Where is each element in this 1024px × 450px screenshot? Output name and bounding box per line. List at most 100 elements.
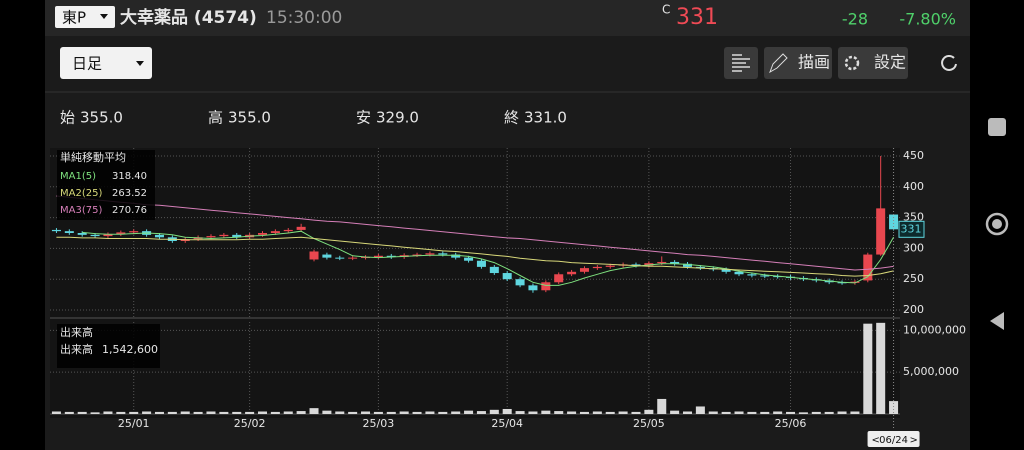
candle-body xyxy=(129,231,139,233)
ohlc-value: 355.0 xyxy=(228,109,271,127)
candle-body xyxy=(889,214,899,230)
volume-bar xyxy=(747,411,757,414)
x-tick-label: 25/06 xyxy=(775,417,807,430)
volume-bar xyxy=(631,411,641,414)
volume-bar xyxy=(129,411,139,414)
candle-body xyxy=(528,285,538,291)
bubble-arrow: < xyxy=(872,435,880,446)
draw-button[interactable] xyxy=(764,47,832,79)
volume-bar xyxy=(657,398,667,414)
exchange: 東P xyxy=(62,9,86,27)
volume-bar xyxy=(579,411,589,414)
legend-title: 単純移動平均 xyxy=(60,150,126,164)
ohlc-value: 331.0 xyxy=(524,109,567,127)
y-tick-label: 250 xyxy=(903,272,924,285)
volume-bar xyxy=(863,323,873,414)
volume-bar xyxy=(296,411,306,414)
candle-body xyxy=(348,257,358,259)
x-tick-label: 25/01 xyxy=(118,417,150,430)
legend-value: 318.40 xyxy=(112,171,147,182)
candle-body xyxy=(850,281,860,283)
candle-body xyxy=(64,231,74,233)
stock-name: 大幸薬品 (4574) xyxy=(120,7,257,28)
candle-body xyxy=(554,274,564,283)
ma-line xyxy=(82,230,895,286)
candle-body xyxy=(721,269,731,272)
volume-bar xyxy=(283,411,293,414)
volume-bar xyxy=(824,411,834,414)
nav-recent[interactable] xyxy=(988,118,1006,136)
legend-name: MA1(5) xyxy=(60,171,96,182)
ohlc-row: 始 355.0 高 355.0 安 329.0 終 331.0 xyxy=(60,109,567,127)
volume-bar xyxy=(206,411,216,414)
candle-body xyxy=(232,234,242,238)
candle-body xyxy=(631,264,641,266)
chart-area xyxy=(50,148,900,418)
flag: C xyxy=(662,3,670,17)
legend-box xyxy=(57,150,155,220)
volume-bar xyxy=(850,411,860,414)
volume-name: 出来高 xyxy=(60,342,93,356)
exchange-select[interactable] xyxy=(55,6,115,28)
settings-button[interactable] xyxy=(838,47,908,79)
period: 日足 xyxy=(72,55,102,73)
draw-label: 描画 xyxy=(798,53,830,72)
nav-home[interactable] xyxy=(985,212,1009,236)
nav-home-dot xyxy=(992,219,1002,229)
volume-bar xyxy=(451,411,461,414)
volume-title: 出来高 xyxy=(60,325,93,339)
date-bubble[interactable] xyxy=(867,431,920,447)
candle-body xyxy=(760,275,770,277)
candle-body xyxy=(773,276,783,278)
candle-body xyxy=(206,236,216,238)
candle-body xyxy=(476,260,486,267)
volume-bar xyxy=(116,411,126,414)
x-tick-label: 25/02 xyxy=(234,417,266,430)
y-tick-label: 300 xyxy=(903,241,924,254)
period-select[interactable] xyxy=(60,47,152,79)
volume-bar xyxy=(592,411,602,414)
volume-bar xyxy=(154,411,164,414)
candle-body xyxy=(682,263,693,267)
y-tick-label: 5,000,000 xyxy=(903,365,959,378)
icon xyxy=(769,53,788,74)
volume-bar xyxy=(837,411,847,414)
candle-body xyxy=(489,266,499,274)
volume-bar xyxy=(245,411,255,414)
candle-body xyxy=(541,282,551,291)
bubble-arrow: > xyxy=(910,435,918,446)
volume-bar xyxy=(489,409,499,414)
volume-bar xyxy=(219,411,229,414)
header-bar xyxy=(45,0,970,36)
volume-bar xyxy=(528,411,538,414)
volume-bar xyxy=(412,411,422,414)
volume-bar xyxy=(515,411,525,414)
ohlc-label: 安 xyxy=(356,109,371,127)
candle-body xyxy=(876,208,886,255)
candle-body xyxy=(464,257,474,261)
refresh-icon[interactable] xyxy=(941,55,957,71)
nav-back[interactable] xyxy=(990,312,1004,330)
candle-body xyxy=(592,266,602,269)
candle-body xyxy=(51,229,61,232)
candle-body xyxy=(90,234,100,237)
volume-bar xyxy=(309,408,319,414)
volume-bar xyxy=(734,411,744,414)
x-tick-label: 25/05 xyxy=(633,417,665,430)
volume-bar xyxy=(773,411,783,414)
settings-label: 設定 xyxy=(874,53,906,72)
volume-bar xyxy=(167,411,177,414)
legend-value: 270.76 xyxy=(112,205,147,216)
volume-bar xyxy=(373,411,383,414)
candle-body xyxy=(644,263,654,266)
volume-bar xyxy=(786,411,796,414)
volume-bar xyxy=(721,411,731,414)
volume-bar xyxy=(695,406,705,414)
volume-bar xyxy=(64,411,74,414)
price-badge xyxy=(898,220,925,238)
price: 331 xyxy=(676,5,718,30)
volume-bar xyxy=(103,411,113,414)
ohlc-label: 高 xyxy=(208,109,223,127)
